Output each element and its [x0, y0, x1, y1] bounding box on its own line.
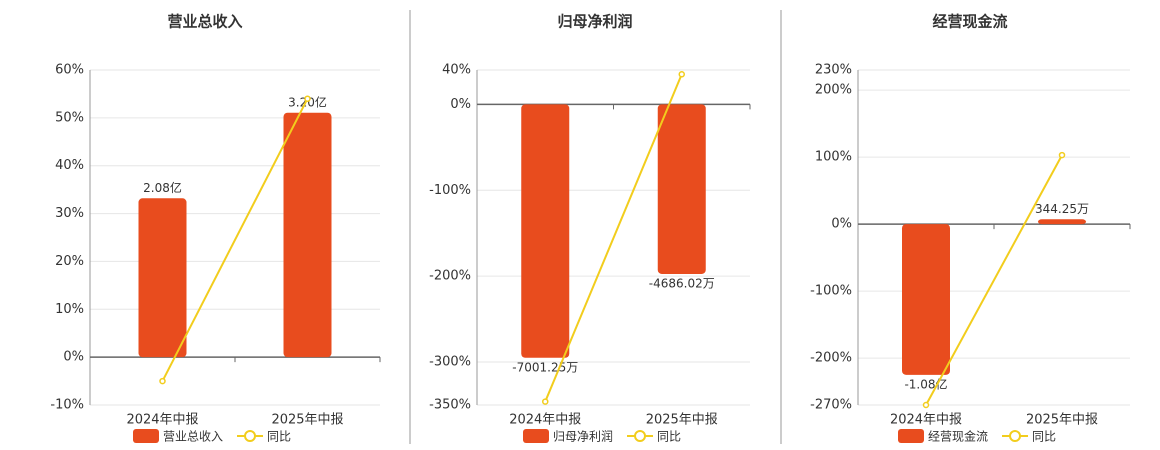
bar	[657, 104, 706, 274]
y-tick-label: 60%	[55, 63, 84, 78]
legend-label: 同比	[657, 430, 681, 444]
bar	[138, 198, 187, 358]
legend-label: 营业总收入	[163, 430, 223, 444]
x-tick-label: 2025年中报	[271, 413, 343, 428]
chart-title: 归母净利润	[557, 13, 632, 31]
legend-swatch	[898, 429, 924, 443]
y-tick-label: -100%	[810, 284, 852, 299]
y-tick-label: 50%	[55, 110, 84, 125]
y-tick-label: -100%	[429, 183, 471, 198]
point	[542, 398, 549, 405]
value-label: -1.08亿	[904, 376, 947, 391]
y-tick-label: 0%	[831, 217, 852, 232]
legend-label: 归母净利润	[553, 430, 613, 444]
y-tick-label: -200%	[810, 351, 852, 366]
chart-title: 经营现金流	[932, 13, 1007, 31]
point	[678, 71, 685, 78]
y-tick-label: -270%	[810, 398, 852, 413]
y-tick-label: 230%	[815, 63, 852, 78]
y-tick-label: 30%	[55, 206, 84, 221]
y-tick-label: -10%	[50, 398, 84, 413]
x-tick-label: 2024年中报	[126, 413, 198, 428]
point	[159, 377, 166, 385]
bar	[1038, 219, 1086, 225]
y-tick-label: 10%	[55, 302, 84, 317]
x-tick-label: 2025年中报	[646, 413, 718, 428]
legend-swatch	[1009, 430, 1022, 442]
y-tick-label: -300%	[429, 355, 471, 370]
bar	[283, 112, 332, 358]
y-tick-label: -350%	[429, 398, 471, 413]
value-label: -4686.02万	[649, 276, 715, 290]
bar	[521, 104, 570, 358]
legend-swatch	[523, 429, 549, 443]
legend-label: 同比	[267, 430, 291, 444]
value-label: 344.25万	[1035, 202, 1089, 216]
point	[1058, 151, 1066, 159]
point	[304, 95, 311, 102]
y-tick-label: -200%	[429, 269, 471, 284]
y-tick-label: 20%	[55, 254, 84, 269]
y-tick-label: 100%	[815, 150, 852, 165]
line	[544, 73, 683, 402]
legend-swatch	[634, 430, 647, 442]
y-tick-label: 200%	[815, 83, 852, 98]
legend-swatch	[244, 430, 257, 442]
legend-label: 同比	[1032, 430, 1056, 444]
y-tick-label: 0%	[450, 97, 471, 112]
line	[925, 154, 1063, 406]
line	[161, 98, 309, 382]
chart-title: 营业总收入	[167, 13, 242, 31]
y-tick-label: 40%	[55, 158, 84, 173]
point	[922, 401, 930, 409]
x-tick-label: 2024年中报	[890, 413, 962, 428]
legend-swatch	[133, 429, 159, 443]
x-tick-label: 2025年中报	[1026, 413, 1098, 428]
legend-label: 经营现金流	[928, 429, 988, 444]
y-tick-label: 40%	[442, 63, 471, 78]
y-tick-label: 0%	[63, 350, 84, 365]
x-tick-label: 2024年中报	[509, 413, 581, 428]
bar	[902, 224, 950, 375]
value-label: -7001.25万	[512, 360, 578, 374]
value-label: 2.08亿	[143, 180, 182, 195]
